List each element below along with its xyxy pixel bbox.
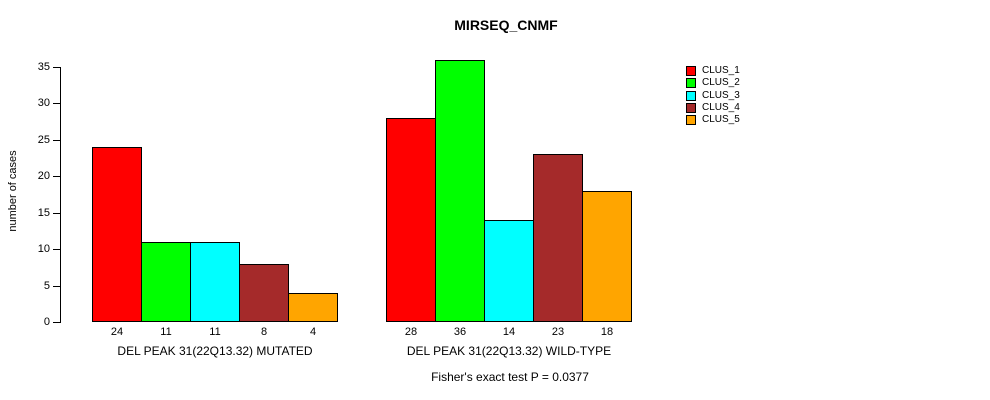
bar-value-label: 4 (309, 326, 317, 338)
legend-swatch-clus_1 (686, 66, 696, 76)
bar-clus_2-group1 (141, 242, 191, 322)
bar-value-label: 11 (160, 326, 172, 338)
y-tick-label: 15 (37, 207, 50, 219)
fisher-test-annotation: Fisher's exact test P = 0.0377 (431, 370, 589, 384)
y-tick-mark (53, 67, 61, 68)
bar-clus_1-group1 (92, 147, 142, 322)
bar-value-label: 24 (110, 326, 124, 338)
legend-swatch-clus_5 (686, 115, 696, 125)
bar-value-label: 11 (209, 326, 221, 338)
legend-label-clus_1: CLUS_1 (702, 65, 740, 76)
bar-value-label: 14 (502, 326, 516, 338)
y-tick-mark (53, 286, 61, 287)
bar-value-label: 23 (551, 326, 565, 338)
y-tick-label: 5 (43, 280, 50, 292)
bar-clus_3-group1 (190, 242, 240, 322)
bar-clus_5-group2 (582, 191, 632, 322)
y-tick-mark (53, 140, 61, 141)
bar-clus_3-group2 (484, 220, 534, 322)
legend-label-clus_2: CLUS_2 (702, 77, 740, 88)
legend-swatch-clus_2 (686, 78, 696, 88)
bar-clus_1-group2 (386, 118, 436, 322)
y-axis-label: number of cases (7, 150, 19, 232)
bar-value-label: 28 (404, 326, 418, 338)
y-tick-label: 30 (37, 97, 50, 109)
bar-value-label: 36 (453, 326, 467, 338)
y-tick-label: 0 (43, 316, 50, 328)
y-tick-label: 10 (37, 243, 50, 255)
x-group-label: DEL PEAK 31(22Q13.32) MUTATED (117, 344, 313, 358)
bar-clus_4-group2 (533, 154, 583, 322)
legend-label-clus_3: CLUS_3 (702, 90, 740, 101)
legend-label-clus_5: CLUS_5 (702, 114, 740, 125)
y-tick-label: 35 (37, 61, 50, 73)
bar-clus_2-group2 (435, 60, 485, 322)
bar-value-label: 8 (260, 326, 268, 338)
y-tick-label: 20 (37, 170, 50, 182)
legend-swatch-clus_4 (686, 103, 696, 113)
legend-swatch-clus_3 (686, 91, 696, 101)
y-axis-line (60, 67, 61, 323)
legend-label-clus_4: CLUS_4 (702, 102, 740, 113)
bar-clus_5-group1 (288, 293, 338, 322)
y-tick-mark (53, 103, 61, 104)
y-tick-mark (53, 249, 61, 250)
y-tick-mark (53, 213, 61, 214)
chart-title: MIRSEQ_CNMF (454, 17, 558, 33)
y-tick-mark (53, 322, 61, 323)
bar-value-label: 18 (600, 326, 614, 338)
y-tick-label: 25 (37, 134, 50, 146)
y-tick-mark (53, 176, 61, 177)
bar-clus_4-group1 (239, 264, 289, 322)
x-group-label: DEL PEAK 31(22Q13.32) WILD-TYPE (406, 344, 612, 358)
